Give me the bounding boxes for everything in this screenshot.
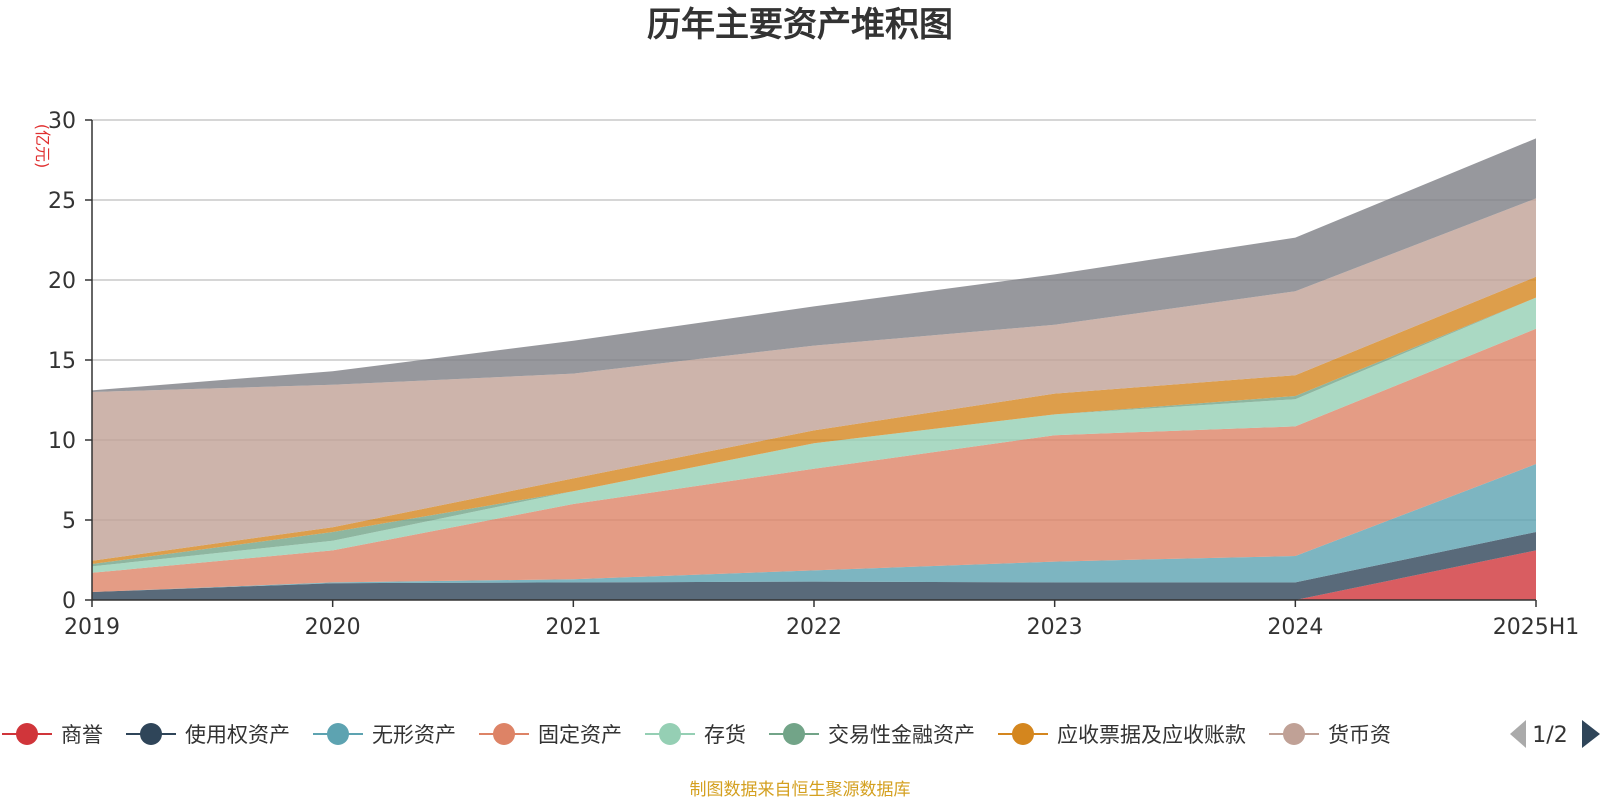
legend-label: 交易性金融资产 [828,723,975,747]
legend-item[interactable]: 存货 [645,723,746,747]
legend-marker [16,723,38,745]
legend-label: 货币资 [1328,723,1391,747]
y-tick-label: 25 [48,189,76,214]
legend-label: 存货 [704,723,746,747]
legend-item[interactable]: 应收票据及应收账款 [998,723,1246,747]
x-tick-label: 2024 [1267,615,1323,640]
legend-item[interactable]: 固定资产 [479,723,622,747]
legend-item[interactable]: 使用权资产 [126,723,290,747]
y-tick-label: 0 [62,589,76,614]
legend-marker [783,723,805,745]
legend-label: 使用权资产 [185,723,290,747]
y-axis-unit: (亿元) [33,124,52,169]
area-无形资产 [92,464,1536,592]
area-其他 [92,138,1536,392]
legend-marker [140,723,162,745]
data-source: 制图数据来自恒生聚源数据库 [690,780,911,800]
x-tick-label: 2019 [64,615,120,640]
y-tick-label: 30 [48,109,76,134]
legend-item[interactable]: 交易性金融资产 [769,723,975,747]
x-tick-label: 2025H1 [1493,615,1580,640]
legend-item[interactable]: 商誉 [2,723,103,747]
x-tick-label: 2021 [545,615,601,640]
x-tick-label: 2023 [1027,615,1083,640]
y-tick-label: 15 [48,349,76,374]
legend-item[interactable]: 货币资 [1269,723,1391,747]
legend-label: 应收票据及应收账款 [1057,723,1246,747]
legend-marker [1012,723,1034,745]
stacked-areas [92,138,1536,600]
y-tick-label: 10 [48,429,76,454]
legend-label: 无形资产 [372,723,456,747]
area-商誉 [92,550,1536,600]
area-固定资产 [92,328,1536,592]
x-tick-label: 2020 [305,615,361,640]
area-使用权资产 [92,532,1536,600]
legend-item[interactable]: 无形资产 [313,723,456,747]
legend-pager: 1/2 [1510,720,1600,748]
axes: 2019 2020 2021 2022 2023 2024 2025H1 [64,119,1580,640]
legend-prev-icon[interactable] [1510,720,1526,748]
legend-page-indicator: 1/2 [1532,723,1567,748]
y-tick-label: 5 [62,509,76,534]
chart-title: 历年主要资产堆积图 [647,5,953,45]
legend-next-icon[interactable] [1582,720,1600,748]
y-tick-label: 20 [48,269,76,294]
area-货币资金 [92,198,1536,561]
legend-items: 商誉 使用权资产 无形资产 固定资产 存货 交易性金融资产 应收票据及应收账款 货币资 [2,723,1391,747]
legend: 商誉 使用权资产 无形资产 固定资产 存货 交易性金融资产 应收票据及应收账款 货币资 [2,723,1391,747]
legend-marker [659,723,681,745]
legend-marker [1283,723,1305,745]
legend-label: 固定资产 [538,723,622,747]
legend-marker [493,723,515,745]
x-tick-label: 2022 [786,615,842,640]
legend-label: 商誉 [61,723,103,747]
legend-marker [327,723,349,745]
